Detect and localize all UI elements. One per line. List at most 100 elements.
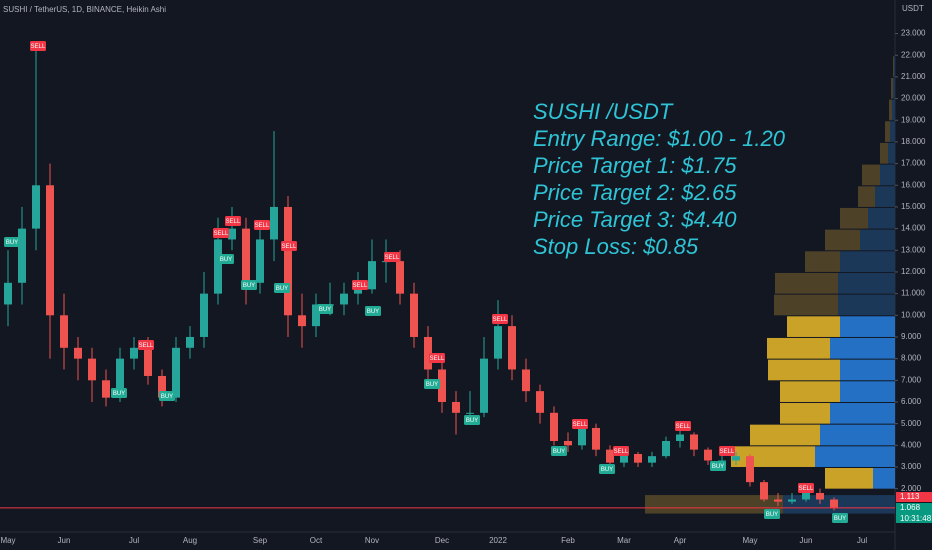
profile-down xyxy=(880,142,888,164)
candle-body xyxy=(522,369,530,392)
signal-label: SELL xyxy=(139,343,154,349)
candle-body xyxy=(424,336,432,370)
candle-body xyxy=(60,315,68,348)
profile-down xyxy=(893,56,894,77)
profile-down xyxy=(891,77,893,99)
signal-label: SELL xyxy=(493,317,508,323)
signal-label: BUY xyxy=(766,512,778,518)
signal-badge xyxy=(213,228,229,238)
profile-down xyxy=(805,251,840,272)
signal-badge xyxy=(429,353,445,363)
x-tick-label: Aug xyxy=(183,536,197,545)
profile-down xyxy=(825,229,860,251)
profile-up xyxy=(860,229,895,251)
y-axis-label: USDT xyxy=(902,4,924,13)
countdown: 10:31:48 xyxy=(900,514,932,523)
profile-down xyxy=(840,207,868,229)
candle-body xyxy=(732,456,740,461)
y-tick-label: 3.000 xyxy=(901,462,922,471)
candle-body xyxy=(452,401,460,413)
profile-up xyxy=(873,467,895,489)
y-tick-label: 12.000 xyxy=(901,267,926,276)
candle-body xyxy=(620,453,628,463)
annotation-line: Price Target 3: $4.40 xyxy=(533,207,737,232)
candle-body xyxy=(634,453,642,463)
candle-body xyxy=(830,499,838,509)
y-tick-label: 18.000 xyxy=(901,137,926,146)
y-tick-label: 2.000 xyxy=(901,484,922,493)
signal-badge xyxy=(241,280,257,290)
candle-body xyxy=(536,391,544,413)
y-tick-label: 13.000 xyxy=(901,245,926,254)
signal-badge xyxy=(317,304,333,314)
price-label: 1.113 xyxy=(900,492,920,501)
signal-label: BUY xyxy=(601,467,613,473)
profile-down xyxy=(750,424,820,446)
signal-badge xyxy=(365,306,381,316)
candle-body xyxy=(438,369,446,402)
y-tick-label: 7.000 xyxy=(901,375,922,384)
candle-body xyxy=(564,440,572,446)
signal-label: BUY xyxy=(319,307,331,313)
profile-up xyxy=(840,359,895,381)
candle-body xyxy=(718,460,726,462)
candle-body xyxy=(4,282,12,305)
y-tick-label: 20.000 xyxy=(901,94,926,103)
profile-down xyxy=(862,164,880,186)
signal-badge xyxy=(281,241,297,251)
signal-label: SELL xyxy=(676,424,691,430)
candle-body xyxy=(270,206,278,240)
profile-up xyxy=(783,495,895,514)
annotation-line: Entry Range: $1.00 - 1.20 xyxy=(533,126,786,151)
signal-label: SELL xyxy=(226,219,241,225)
signal-badge xyxy=(384,252,400,262)
signal-label: SELL xyxy=(430,356,445,362)
signal-badge xyxy=(225,216,241,226)
x-tick-label: Jun xyxy=(58,536,71,545)
candle-body xyxy=(298,315,306,327)
signal-label: BUY xyxy=(6,240,18,246)
x-tick-label: Oct xyxy=(310,536,323,545)
signal-label: SELL xyxy=(214,231,229,237)
candle-body xyxy=(662,440,670,457)
x-tick-label: Dec xyxy=(435,536,449,545)
annotation-line: Stop Loss: $0.85 xyxy=(533,234,699,259)
profile-up xyxy=(892,99,895,121)
y-tick-label: 10.000 xyxy=(901,310,926,319)
candle-body xyxy=(32,185,40,229)
candle-body xyxy=(116,358,124,398)
candle-body xyxy=(340,293,348,305)
x-tick-label: 2022 xyxy=(489,536,507,545)
candle-body xyxy=(88,358,96,381)
profile-down xyxy=(645,495,783,514)
price-label-bg xyxy=(896,503,932,523)
signal-label: BUY xyxy=(113,391,125,397)
candle-body xyxy=(200,293,208,337)
signal-badge xyxy=(572,419,588,429)
candle-body xyxy=(410,293,418,337)
signal-label: BUY xyxy=(220,257,232,263)
candle-body xyxy=(242,228,250,283)
candle-body xyxy=(704,449,712,461)
y-tick-label: 16.000 xyxy=(901,180,926,189)
y-tick-label: 21.000 xyxy=(901,72,926,81)
signal-label: SELL xyxy=(282,244,297,250)
signal-label: SELL xyxy=(255,223,270,229)
candle-body xyxy=(494,326,502,359)
profile-up xyxy=(838,272,895,294)
profile-down xyxy=(780,381,840,402)
candle-body xyxy=(676,434,684,441)
y-tick-label: 17.000 xyxy=(901,159,926,168)
y-tick-label: 5.000 xyxy=(901,419,922,428)
x-tick-label: May xyxy=(742,536,757,545)
signal-label: SELL xyxy=(353,283,368,289)
profile-up xyxy=(894,56,895,77)
profile-down xyxy=(889,99,892,121)
x-tick-label: Jul xyxy=(129,536,139,545)
signal-label: SELL xyxy=(720,449,735,455)
profile-up xyxy=(868,207,895,229)
signal-label: BUY xyxy=(834,516,846,522)
profile-up xyxy=(840,381,895,402)
y-tick-label: 22.000 xyxy=(901,50,926,59)
x-tick-label: Nov xyxy=(365,536,379,545)
